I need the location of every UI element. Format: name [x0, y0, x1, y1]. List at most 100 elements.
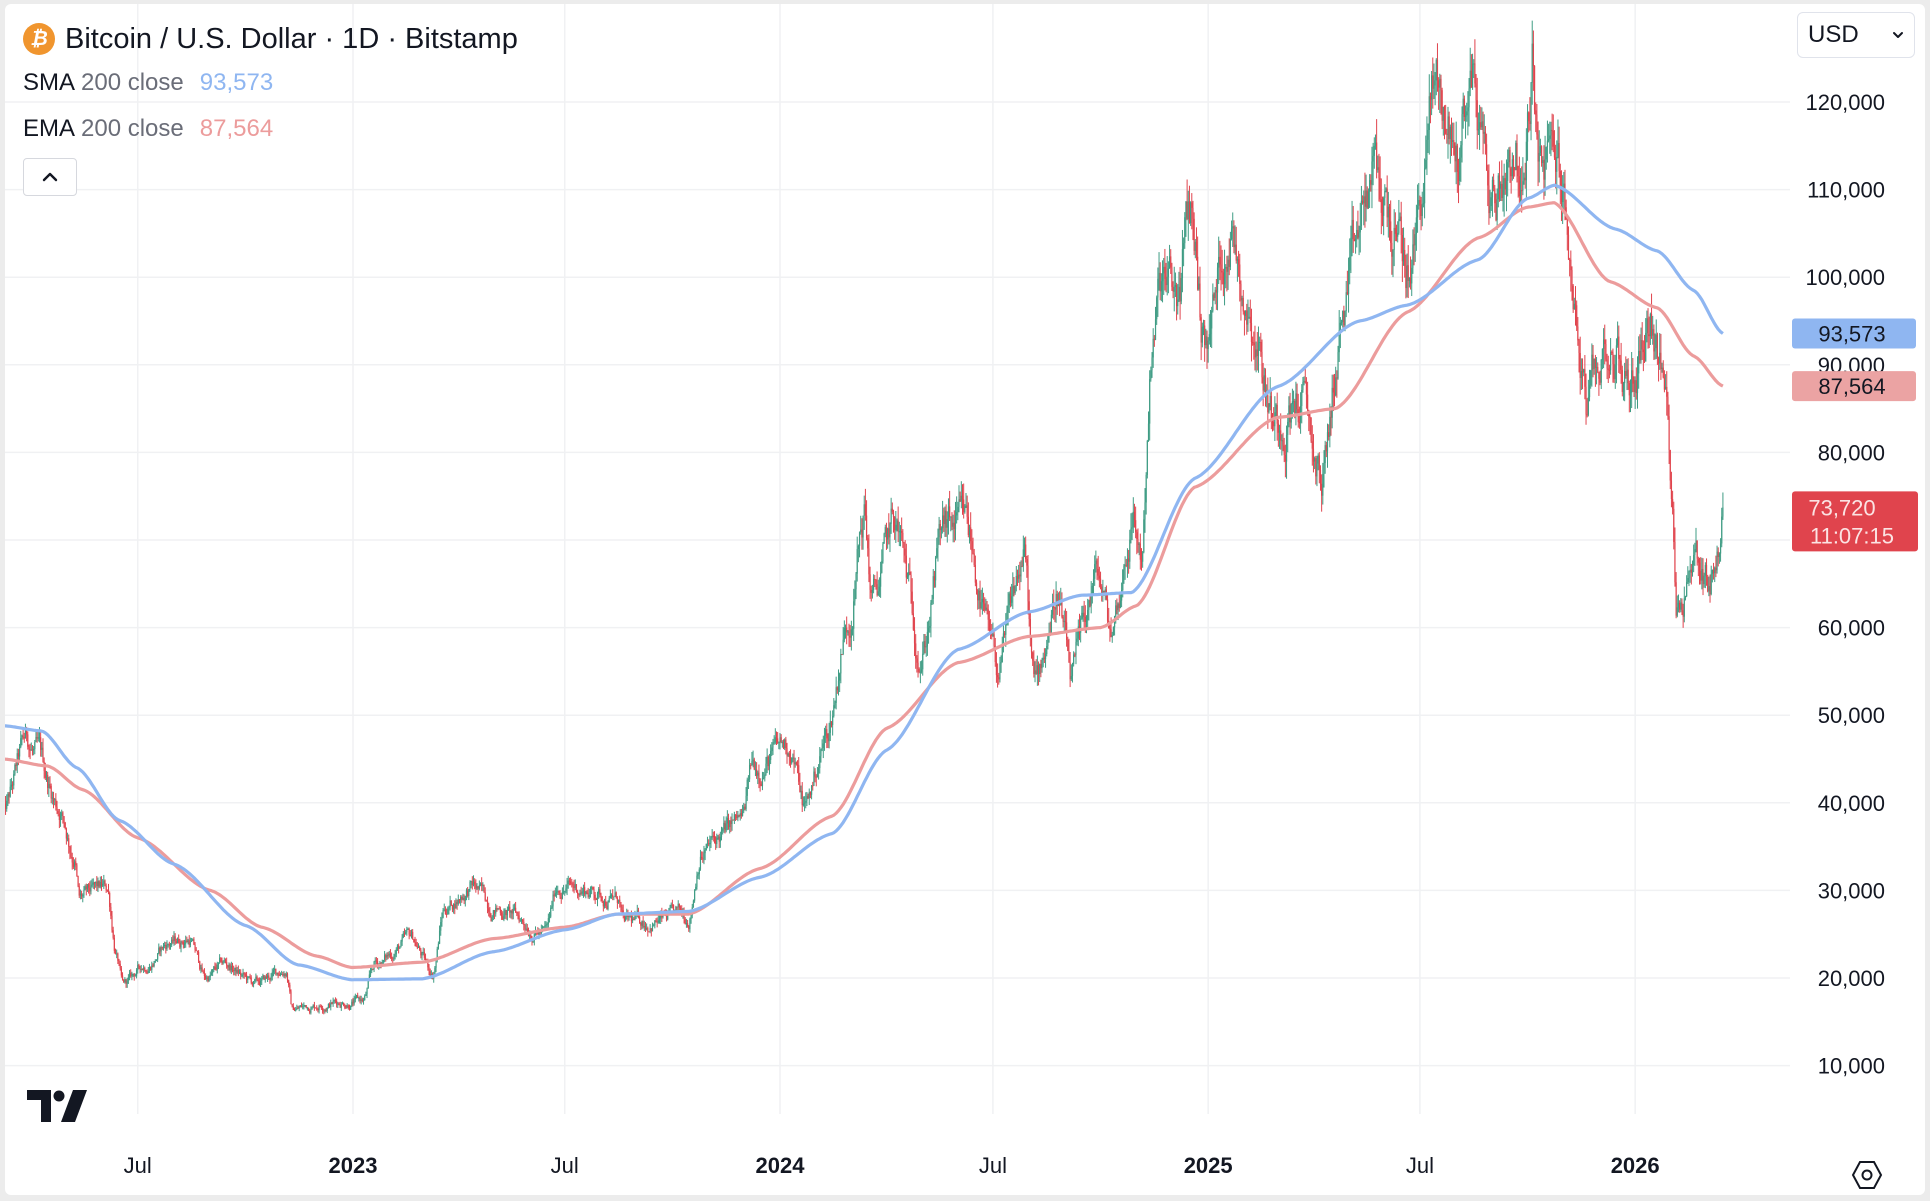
candle-body: [281, 974, 283, 976]
candle-body: [1422, 203, 1425, 205]
chart-settings-button[interactable]: [1851, 1160, 1883, 1195]
candle-body: [574, 884, 576, 888]
x-tick-label: 2023: [329, 1153, 378, 1178]
candle-body: [1679, 602, 1681, 610]
symbol-title[interactable]: Bitcoin / U.S. Dollar · 1D · Bitstamp: [65, 22, 518, 55]
candle-body: [686, 923, 689, 926]
candle-body: [1318, 455, 1320, 470]
candle-body: [241, 975, 243, 977]
candle-body: [1073, 654, 1075, 665]
candle-body: [950, 516, 952, 518]
candle-body: [598, 889, 600, 894]
candle-body: [1153, 338, 1155, 340]
candle-body: [677, 903, 679, 908]
candle-body: [1304, 380, 1306, 383]
candle-body: [1222, 272, 1224, 285]
candle-body: [1172, 286, 1174, 292]
candle-body: [1232, 226, 1234, 229]
price-chart[interactable]: 10,00020,00030,00040,00050,00060,00070,0…: [5, 4, 1925, 1195]
collapse-legend-button[interactable]: [23, 158, 77, 196]
candle-body: [1288, 405, 1290, 422]
candle-body: [1450, 126, 1453, 143]
candle-body: [406, 929, 408, 933]
candle-body: [476, 886, 478, 889]
candle-body: [1264, 375, 1267, 396]
candle-body: [642, 921, 644, 927]
candle-body: [1223, 268, 1226, 285]
candle-body: [68, 838, 70, 847]
candle-body: [551, 906, 553, 908]
candle-body: [1008, 593, 1010, 606]
candle-body: [1143, 519, 1145, 553]
indicator-sma[interactable]: SMA 200 close 93,573: [23, 60, 518, 106]
candle-body: [1322, 473, 1324, 496]
candle-body: [529, 935, 531, 937]
candle-body: [821, 747, 823, 750]
candle-body: [1248, 316, 1250, 318]
candle-body: [1647, 318, 1649, 335]
candle-body: [1508, 149, 1510, 163]
candle-body: [1338, 330, 1340, 353]
candle-body: [828, 732, 830, 742]
candle-body: [468, 888, 470, 897]
candle-body: [1377, 167, 1379, 171]
candle-body: [1676, 607, 1678, 616]
candle-body: [9, 786, 11, 797]
candle-body: [973, 553, 975, 566]
candle-body: [455, 902, 457, 909]
candle-body: [806, 795, 808, 802]
candle-body: [1353, 239, 1356, 242]
candle-body: [1188, 201, 1191, 224]
candle-body: [1686, 582, 1688, 597]
candle-body: [51, 797, 53, 799]
candle-body: [299, 1005, 301, 1008]
candle-body: [1580, 371, 1582, 379]
candle-body: [1366, 190, 1368, 208]
candle-body: [975, 582, 978, 591]
candle-body: [274, 968, 276, 971]
candle-body: [639, 916, 641, 923]
candle-body: [996, 675, 999, 678]
candle-body: [1193, 218, 1195, 251]
candle-body: [1221, 270, 1223, 273]
candle-body: [296, 1007, 298, 1010]
candle-body: [257, 979, 259, 982]
candle-body: [1705, 565, 1708, 577]
currency-select[interactable]: USD: [1797, 12, 1915, 58]
candle-body: [1070, 675, 1072, 680]
candle-body: [291, 1004, 293, 1007]
candle-body: [295, 1009, 297, 1011]
candle-body: [1663, 377, 1666, 390]
candle-body: [1245, 310, 1247, 316]
chart-legend: ₿ Bitcoin / U.S. Dollar · 1D · Bitstamp …: [23, 18, 518, 196]
candle-body: [516, 912, 518, 914]
candle-body: [773, 742, 775, 744]
candle-body: [372, 968, 374, 970]
candle-body: [1572, 285, 1574, 310]
indicator-ema[interactable]: EMA 200 close 87,564: [23, 106, 518, 152]
candle-body: [1550, 129, 1552, 136]
candle-body: [341, 1003, 344, 1005]
candle-body: [1622, 383, 1625, 392]
candle-body: [853, 601, 855, 629]
candle-body: [1531, 43, 1533, 83]
candle-body: [509, 906, 511, 913]
candle-body: [434, 967, 436, 975]
candle-body: [676, 906, 678, 908]
candle-body: [1461, 114, 1463, 146]
candle-body: [62, 812, 64, 817]
candle-body: [1574, 303, 1577, 306]
tradingview-logo[interactable]: [27, 1090, 87, 1127]
candle-body: [654, 920, 656, 926]
candle-body: [1641, 340, 1643, 350]
candle-body: [836, 687, 838, 691]
candle-body: [1323, 463, 1325, 474]
candle-body: [174, 936, 176, 942]
candle-body: [463, 898, 465, 901]
candle-body: [391, 957, 393, 959]
candle-body: [692, 900, 695, 908]
candle-body: [330, 1002, 332, 1008]
candle-body: [599, 889, 601, 895]
candle-body: [1005, 624, 1007, 635]
candle-body: [974, 565, 976, 583]
